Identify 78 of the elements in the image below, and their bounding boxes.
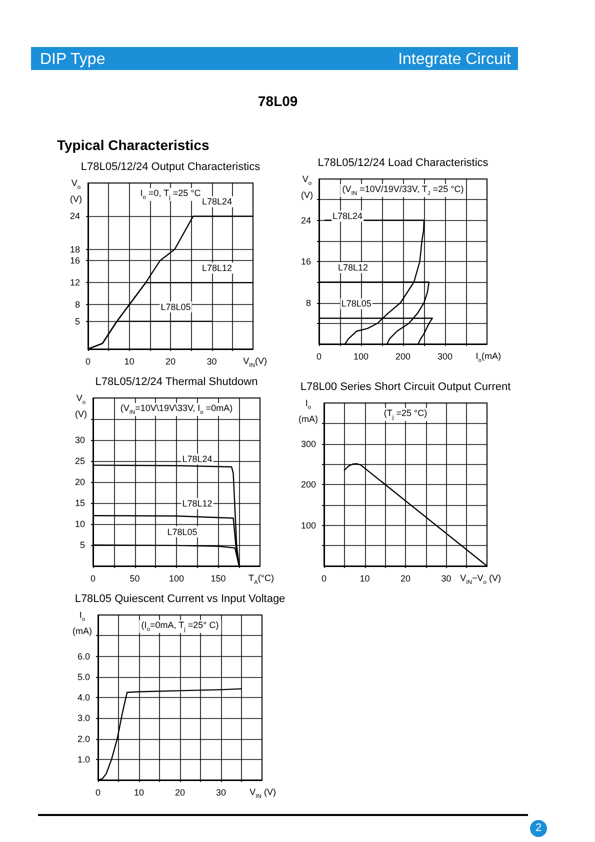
series-label: L78L24 <box>332 211 363 222</box>
series-label: L78L05 <box>341 298 372 309</box>
annotation: (V$_{IN}$=10V\19V\33V, I$_{o}$ =0mA) <box>118 403 235 416</box>
y-tick-label: 16 <box>300 256 311 266</box>
x-tick-label: 30 <box>216 788 226 798</box>
y-tick-label: 5 <box>80 540 85 550</box>
text: 2 <box>530 820 547 837</box>
chart-title: L78L05/12/24 Output Characteristics <box>80 161 260 173</box>
x-tick-label: 20 <box>400 574 411 584</box>
x-tick-label: 200 <box>395 352 411 362</box>
x-axis-title: V$_{IN}$−V$_{o}$ (V) <box>460 573 501 586</box>
x-tick-label: 10 <box>360 574 370 584</box>
x-tick-label: 300 <box>437 352 453 362</box>
x-axis-title: T$_{A}$(°C) <box>248 573 274 586</box>
x-tick-label: 0 <box>95 788 101 798</box>
y-tick-label: 15 <box>74 498 85 508</box>
x-tick-label: 30 <box>441 574 452 584</box>
series-label: L78L05 <box>167 526 198 537</box>
series-label: L78L05 <box>160 302 191 312</box>
x-tick-label: 20 <box>174 788 186 798</box>
chart-title: L78L05/12/24 Load Characteristics <box>318 157 488 169</box>
annotation: I$_{o}$ =0, T$_{j}$ =25 °C <box>138 188 203 201</box>
y-tick-label: 6.0 <box>77 651 90 662</box>
x-tick-label: 10 <box>134 788 144 798</box>
x-tick-label: 50 <box>130 574 140 584</box>
y-tick-label: 24 <box>300 215 311 226</box>
y-tick-label: 100 <box>300 520 316 530</box>
y-axis-title: V$_{o}$ (V) <box>75 393 87 420</box>
y-tick-label: 25 <box>74 456 85 466</box>
y-axis-title: V$_{o}$ (V) <box>301 174 313 201</box>
series-label: L78L12 <box>182 498 212 509</box>
text: DIP Type <box>40 51 106 69</box>
x-tick-label: 100 <box>353 352 369 362</box>
y-tick-label: 5 <box>74 316 80 326</box>
text: Integrate Circuit <box>398 51 511 69</box>
y-axis-title: I$_{o}$ (mA) <box>72 610 92 637</box>
series-label: L78L12 <box>202 263 232 274</box>
chart-title: L78L05/12/24 Thermal Shutdown <box>95 376 258 388</box>
y-tick-label: 8 <box>306 298 311 308</box>
series-label: L78L24 <box>182 454 212 464</box>
annotation: (I$_{o}$=0mA, T$_{j}$ =25° C) <box>139 620 221 633</box>
text: 78L09 <box>258 93 298 109</box>
y-tick-label: 30 <box>74 435 85 445</box>
y-tick-label: 200 <box>300 480 316 490</box>
y-tick-label: 10 <box>74 519 85 529</box>
x-tick-label: 0 <box>321 574 327 584</box>
y-tick-label: 20 <box>74 477 85 487</box>
y-tick-label: 4.0 <box>77 692 90 702</box>
chart-title: L78L05 Quiescent Current vs Input Voltage <box>74 593 286 605</box>
x-tick-label: 0 <box>316 352 322 362</box>
annotation: (T$_{j}$ =25 °C) <box>382 408 430 421</box>
x-axis-title: V$_{IN}$ (V) <box>250 787 276 800</box>
x-tick-label: 10 <box>124 356 134 366</box>
x-tick-label: 20 <box>165 356 176 366</box>
y-tick-label: 18 <box>70 244 80 254</box>
series-label: L78L24 <box>202 196 232 207</box>
y-tick-label: 24 <box>70 211 80 222</box>
chart-title: L78L00 Series Short Circuit Output Current <box>300 381 511 393</box>
x-tick-label: 30 <box>206 356 217 366</box>
series-label: L78L12 <box>338 262 368 273</box>
x-axis-title: V$_{IN}$(V) <box>243 356 267 369</box>
y-tick-label: 5.0 <box>77 672 90 682</box>
y-axis-title: I$_{o}$ (mA) <box>298 398 318 425</box>
x-tick-label: 0 <box>85 356 91 366</box>
y-axis-title: V$_{o}$ (V) <box>70 178 82 205</box>
y-tick-label: 1.0 <box>77 754 90 764</box>
annotation: (V$_{IN}$ =10V/19V/33V, T$_{J}$ =25 °C) <box>340 184 466 197</box>
text: Typical Characteristics <box>57 137 210 153</box>
y-tick-label: 300 <box>300 438 316 449</box>
x-tick-label: 150 <box>210 574 226 584</box>
x-axis-title: I$_{o}$(mA) <box>476 351 501 364</box>
x-tick-label: 0 <box>90 574 96 584</box>
y-tick-label: 2.0 <box>77 734 90 744</box>
y-tick-label: 16 <box>70 255 80 266</box>
y-tick-label: 3.0 <box>77 713 90 724</box>
y-tick-label: 12 <box>70 278 80 288</box>
y-tick-label: 8 <box>74 300 80 310</box>
x-tick-label: 100 <box>168 574 184 584</box>
